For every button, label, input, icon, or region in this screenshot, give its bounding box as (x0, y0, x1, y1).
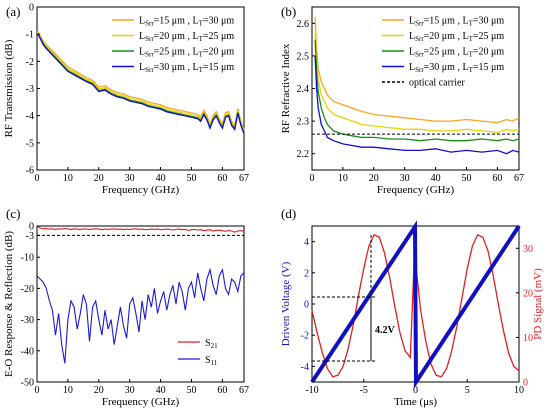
panel-b-ytick-label: 2.6 (297, 19, 310, 30)
panel-d-ytick-right-label: 0 (523, 378, 528, 389)
panel-b-ytick-label: 2.4 (297, 84, 310, 95)
panel-c-xtick-label: 50 (186, 385, 196, 396)
panel-c-series-line (36, 267, 245, 364)
panel-c-xtick-label: 67 (239, 385, 249, 396)
panel-a-ytick-label: -6 (26, 166, 34, 177)
panel-b-panel-label: (b) (281, 4, 296, 19)
panel-c-ytick-label: -50 (21, 378, 34, 389)
panel-b-series-line (314, 29, 520, 134)
panel-d-ytick-right-label: 30 (523, 244, 533, 255)
panel-c-xlabel: Frequency (GHz) (102, 396, 180, 408)
panel-c-series-0-legend-label: S21 (205, 338, 218, 350)
panel-c-ytick-label: -30 (21, 315, 34, 326)
panel-c-xtick-label: 0 (35, 385, 40, 396)
panel-d-xlabel: Time (μs) (394, 396, 437, 408)
panel-c-series-line (36, 225, 245, 233)
panel-d-ytick-right-label: 20 (523, 288, 533, 299)
panel-b-xtick-label: 30 (400, 173, 410, 184)
panel-a-ytick-label: -3 (26, 84, 34, 95)
panel-a-xtick-label: 20 (94, 173, 104, 184)
panel-a-series-3-legend-label: LSrr=30 μm , LT=15 μm (139, 62, 234, 74)
panel-d-driven-voltage-line (310, 220, 521, 389)
panel-d-panel-label: (d) (281, 206, 296, 221)
panel-d-annotation: 4.2V (375, 325, 396, 336)
panel-c-ytick-label: -3 (26, 231, 34, 242)
panel-a-ytick-label: 0 (29, 3, 34, 14)
panel-b-ytick-label: 2.3 (297, 117, 310, 128)
panel-b-ytick-label: 2.2 (297, 149, 310, 160)
panel-c-ytick-label: 0 (29, 222, 34, 233)
panel-c-ytick-label: -10 (21, 253, 34, 264)
panel-c-panel-label: (c) (6, 206, 20, 221)
panel-a-ylabel: RF Transmission (dB) (3, 39, 15, 137)
panel-c-ytick-label: -40 (21, 346, 34, 357)
panel-c-frame (36, 225, 245, 383)
panel-a-ytick-label: -1 (26, 30, 34, 41)
panel-a-series-line (37, 33, 245, 134)
panel-d-ytick-label: -4 (301, 362, 309, 373)
panel-a-xtick-label: 50 (186, 173, 196, 184)
panel-d-ytick-right-label: 10 (523, 333, 533, 344)
panel-a-xlabel: Frequency (GHz) (102, 184, 180, 196)
panel-c-xtick-label: 10 (63, 385, 73, 396)
panel-b-reference-legend-label: optical carrier (409, 78, 465, 89)
panel-b-xtick-label: 60 (492, 173, 502, 184)
panel-d-xtick-label: 10 (514, 385, 524, 396)
panel-b-series-line (314, 39, 520, 142)
panel-d-ytick-label: 4 (304, 237, 309, 248)
panel-c-xtick-label: 20 (94, 385, 104, 396)
panel-b-xtick-label: 0 (310, 173, 315, 184)
panel-a-ytick-label: -4 (26, 111, 34, 122)
panel-d-ytick-label: 2 (304, 268, 309, 279)
panel-b-xtick-label: 67 (514, 173, 524, 184)
panel-c-series-1-legend-label: S11 (205, 355, 218, 367)
panel-d-ytick-label: -2 (301, 331, 309, 342)
panel-c-xtick-label: 40 (156, 385, 166, 396)
panel-a-series-2-legend-label: LSrr=25 μm , LT=20 μm (139, 47, 234, 59)
panel-b-xtick-label: 50 (461, 173, 471, 184)
panel-b-ytick-label: 2.5 (297, 51, 310, 62)
panel-b-series-2-legend-label: LSrr=25 μm , LT=20 μm (409, 47, 504, 59)
panel-b-xlabel: Frequency (GHz) (377, 184, 455, 196)
panel-d-ytick-label: 0 (304, 300, 309, 311)
panel-c-xtick-label: 60 (217, 385, 227, 396)
panel-b-series-line (314, 55, 520, 155)
panel-a-series-1-legend-label: LSrr=20 μm , LT=25 μm (139, 31, 234, 43)
panel-b-xtick-label: 40 (431, 173, 441, 184)
panel-a-xtick-label: 60 (217, 173, 227, 184)
panel-b-series-0-legend-label: LSrr=15 μm , LT=30 μm (409, 16, 504, 28)
panel-b-ylabel: RF Refractive Index (280, 43, 292, 133)
panel-a-xtick-label: 30 (125, 173, 135, 184)
panel-a-panel-label: (a) (6, 4, 20, 19)
panel-d-ylabel: Driven Voltage (V) (280, 261, 292, 346)
panel-a-xtick-label: 67 (239, 173, 249, 184)
panel-a-ytick-label: -5 (26, 138, 34, 149)
panel-d-xtick-label: -5 (360, 385, 368, 396)
panel-c-ylabel: E-O Response & Reflection (dB) (3, 231, 15, 377)
panel-d-xtick-label: 0 (413, 385, 418, 396)
panel-d-xtick-label: -10 (305, 385, 318, 396)
panel-a-xtick-label: 0 (35, 173, 40, 184)
panel-d-xtick-label: 5 (465, 385, 470, 396)
panel-b-series-3-legend-label: LSrr=30 μm , LT=15 μm (409, 62, 504, 74)
panel-d-ylabel-right: PD Signal (mV) (532, 268, 544, 340)
panel-c-xtick-label: 30 (125, 385, 135, 396)
panel-b-xtick-label: 20 (369, 173, 379, 184)
panel-b-series-1-legend-label: LSrr=20 μm , LT=25 μm (409, 31, 504, 43)
panel-c-ytick-label: -20 (21, 284, 34, 295)
panel-a-xtick-label: 10 (63, 173, 73, 184)
panel-a-ytick-label: -2 (26, 57, 34, 68)
panel-a-series-0-legend-label: LSrr=15 μm , LT=30 μm (139, 16, 234, 28)
panel-b-series-line (314, 16, 520, 124)
panel-b-xtick-label: 10 (338, 173, 348, 184)
panel-a-xtick-label: 40 (156, 173, 166, 184)
